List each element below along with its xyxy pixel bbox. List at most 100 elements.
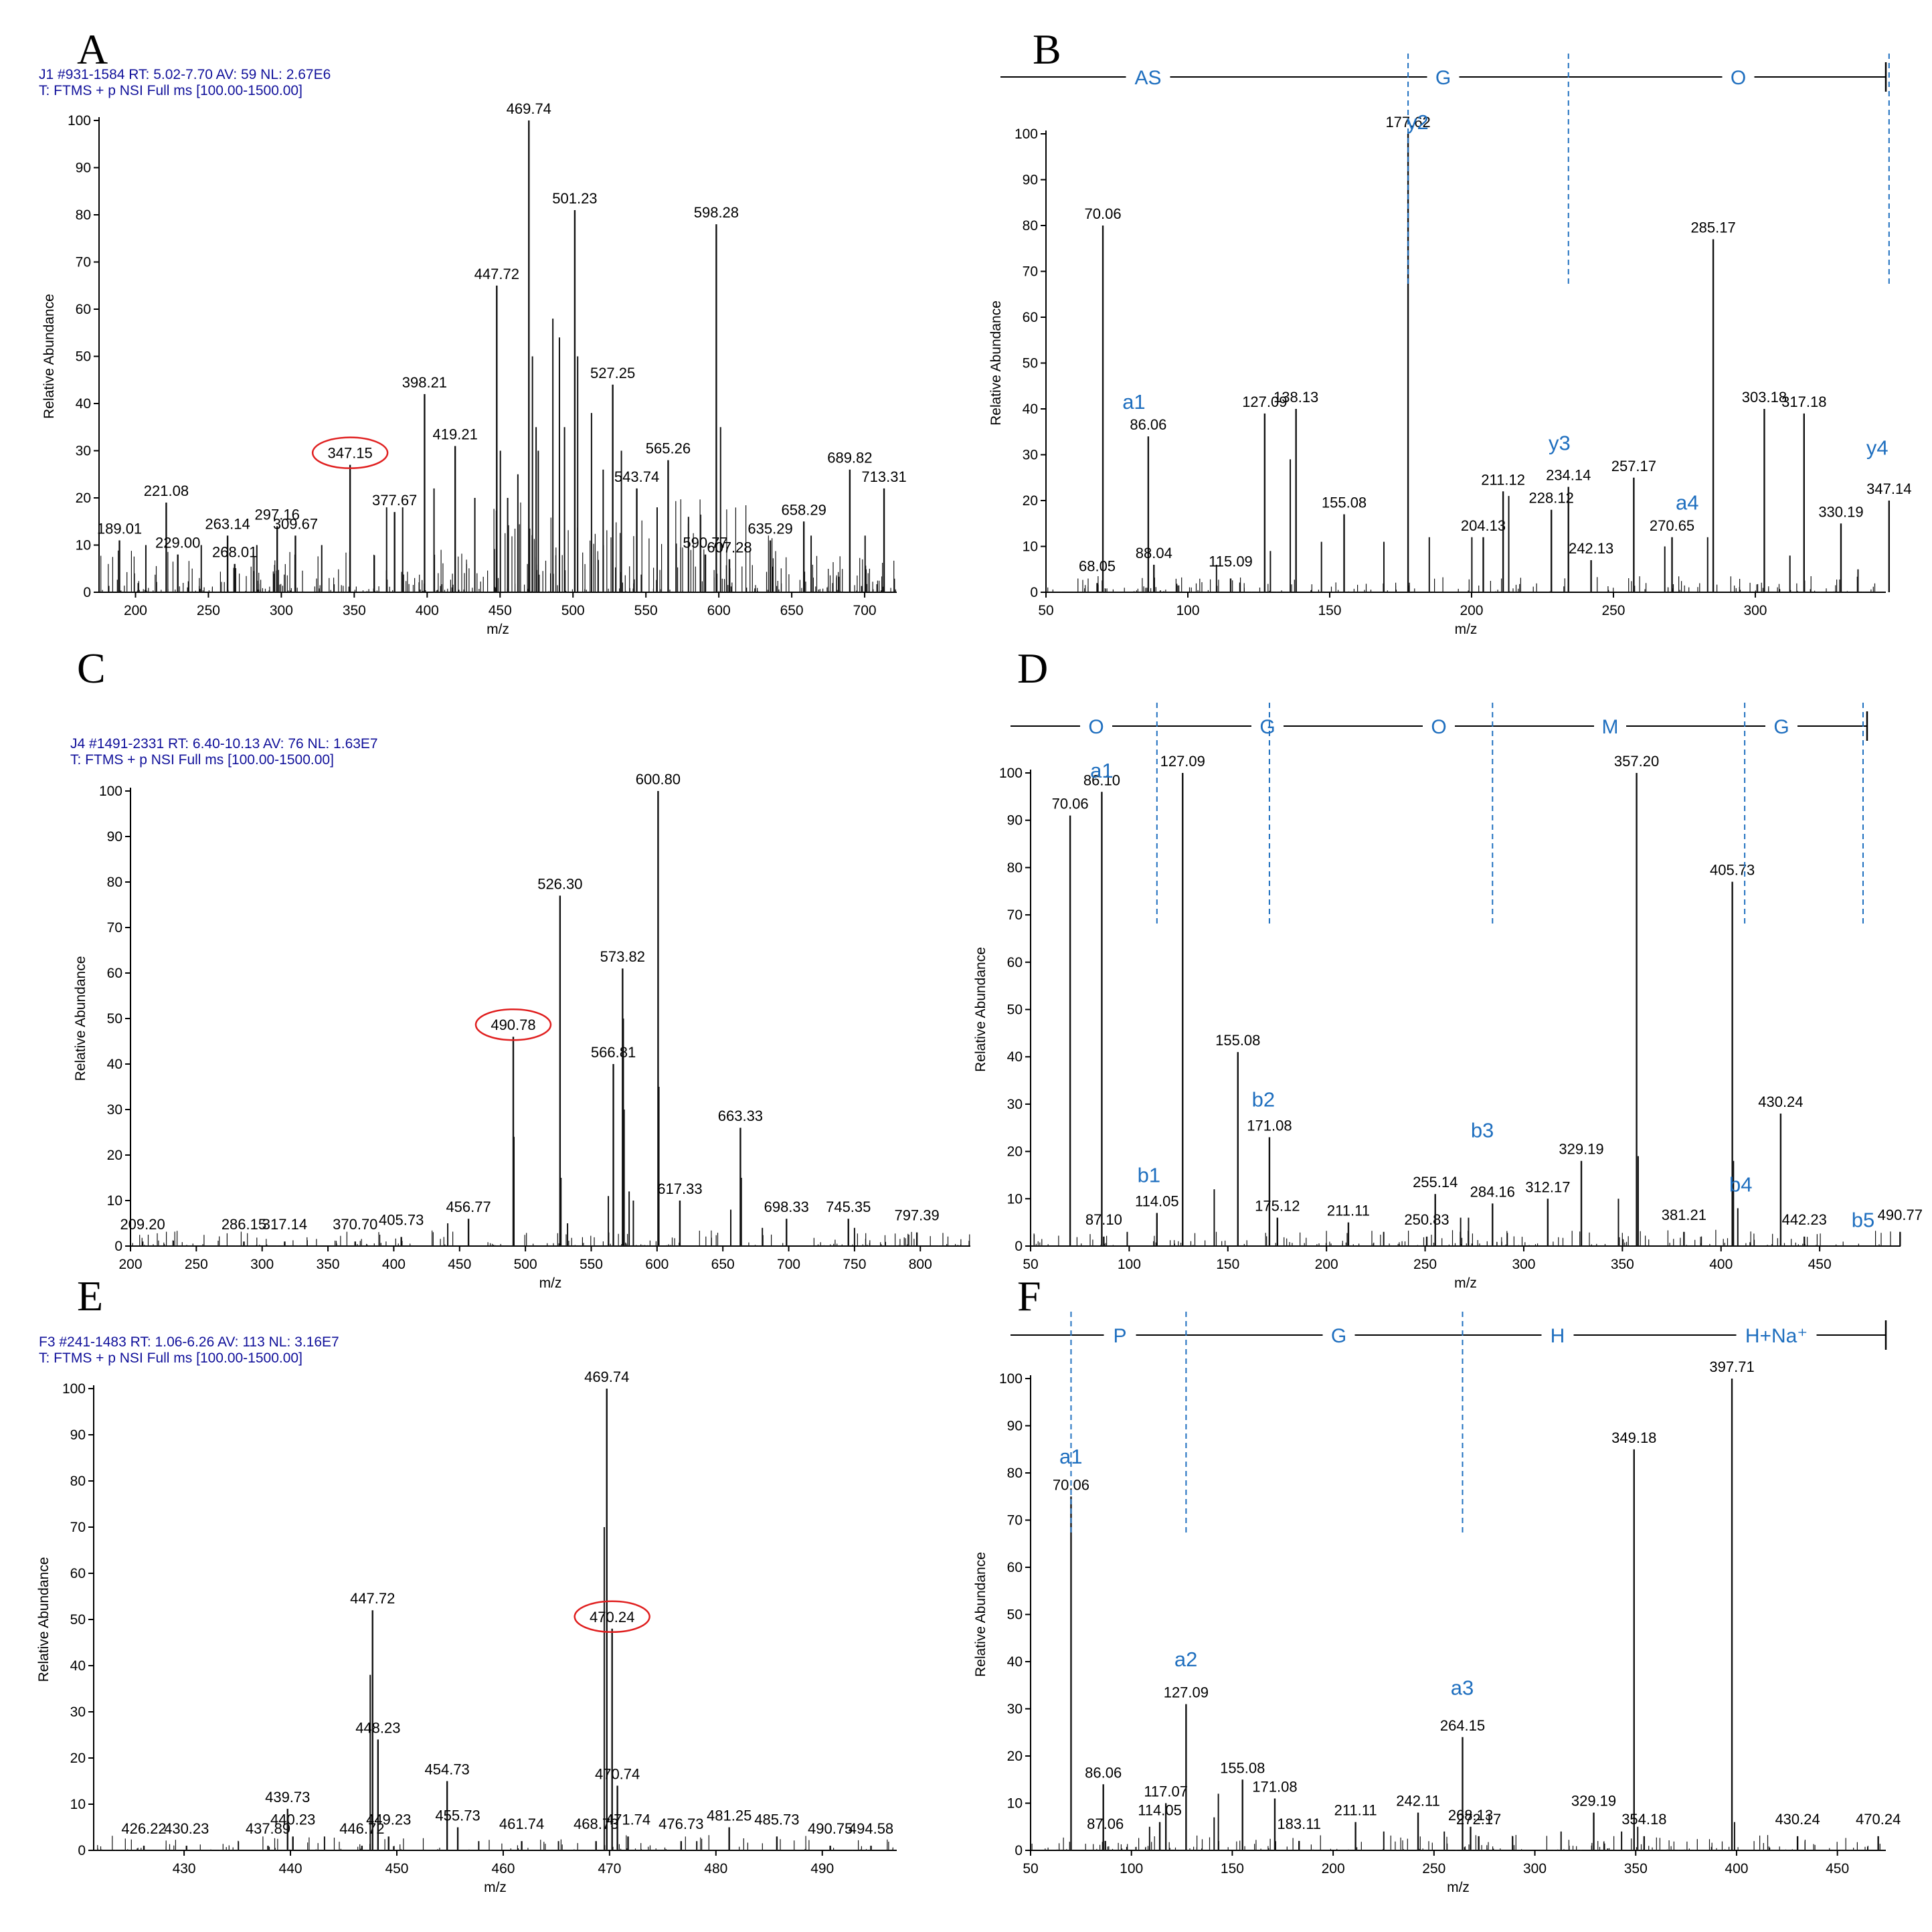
sequence-residue: O: [1431, 716, 1446, 738]
y-tick-label: 60: [1007, 1560, 1023, 1575]
y-tick-label: 30: [1007, 1097, 1023, 1112]
residue-backdrop: [1251, 713, 1284, 739]
residue-backdrop: [1126, 64, 1170, 90]
peak-label: 155.08: [1322, 495, 1367, 511]
x-tick-label: 450: [1808, 1257, 1832, 1272]
residue-backdrop: [1594, 713, 1626, 739]
x-tick-label: 200: [124, 603, 147, 618]
peak-label: 442.23: [1782, 1211, 1827, 1228]
sequence-residue: G: [1773, 716, 1789, 738]
peak-label: 377.67: [372, 492, 417, 509]
fragment-ion-label: a2: [1174, 1648, 1197, 1671]
peak-label: 663.33: [718, 1108, 763, 1124]
y-tick-label: 50: [1007, 1002, 1023, 1018]
panel-letter: D: [1017, 644, 1048, 692]
x-tick-label: 250: [197, 603, 220, 618]
peak-label: 329.19: [1559, 1141, 1603, 1158]
peak-label: 330.19: [1818, 503, 1863, 520]
x-tick-label: 150: [1216, 1257, 1239, 1272]
y-tick-label: 60: [107, 966, 122, 981]
peak-label: 354.18: [1621, 1811, 1666, 1828]
residue-backdrop: [1080, 713, 1112, 739]
sequence-residue: G: [1331, 1325, 1346, 1347]
sequence-residue: P: [1113, 1325, 1126, 1347]
sequence-residue: M: [1602, 716, 1619, 738]
peak-label: 471.74: [606, 1811, 650, 1828]
y-tick-label: 80: [1023, 218, 1038, 234]
peak-label: 221.08: [144, 482, 189, 499]
y-tick-label: 60: [1007, 955, 1023, 970]
x-tick-label: 450: [385, 1861, 408, 1876]
y-tick-label: 10: [70, 1797, 86, 1812]
y-axis-label: Relative Abundance: [73, 956, 88, 1081]
x-tick-label: 460: [491, 1861, 515, 1876]
peak-label: 228.12: [1529, 490, 1574, 507]
x-tick-label: 200: [1322, 1861, 1345, 1876]
peak-label: 86.06: [1130, 416, 1166, 433]
peak-label: 485.73: [754, 1811, 799, 1828]
peak-label: 175.12: [1255, 1198, 1300, 1215]
peak-label: 565.26: [646, 440, 691, 457]
peak-label: 449.23: [366, 1811, 411, 1828]
peak-label: 87.06: [1087, 1816, 1124, 1832]
y-axis-label: Relative Abundance: [36, 1557, 52, 1682]
peak-label: 317.14: [262, 1216, 307, 1233]
peak-label: 317.18: [1781, 393, 1826, 410]
panel-letter: F: [1017, 1272, 1041, 1320]
peak-label: 268.01: [212, 544, 257, 561]
peak-label: 448.23: [355, 1719, 400, 1736]
x-tick-label: 650: [780, 603, 804, 618]
sequence-residue: H+Na⁺: [1745, 1325, 1808, 1347]
panel-b: B 0 10 20 30 40 50 60 70 80 90 100 50 100 150 200 250 300…: [988, 25, 1911, 637]
precursor-highlight-ellipse: [311, 436, 389, 469]
y-tick-label: 40: [1023, 402, 1038, 417]
y-tick-label: 60: [1023, 310, 1038, 325]
peak-label: 745.35: [826, 1199, 871, 1215]
sequence-residue: G: [1435, 67, 1451, 89]
peak-label: 303.18: [1742, 389, 1787, 406]
x-tick-label: 150: [1221, 1861, 1244, 1876]
peak-label: 127.09: [1242, 393, 1287, 410]
x-tick-label: 400: [416, 603, 439, 618]
peak-label: 285.17: [1690, 219, 1735, 236]
x-tick-label: 650: [711, 1257, 735, 1272]
residue-backdrop: [1722, 64, 1755, 90]
fragment-ion-label: y4: [1866, 436, 1889, 460]
x-tick-label: 300: [1523, 1861, 1547, 1876]
y-tick-label: 10: [1023, 539, 1038, 555]
scan-filter: T: FTMS + p NSI Full ms [100.00-1500.00]: [70, 752, 334, 768]
y-tick-label: 100: [99, 784, 122, 799]
y-tick-label: 80: [76, 207, 91, 223]
peak-label: 454.73: [425, 1761, 470, 1778]
peak-label: 264.15: [1440, 1717, 1485, 1734]
scan-header: J1 #931-1584 RT: 5.02-7.70 AV: 59 NL: 2.…: [39, 67, 331, 82]
peak-label: 469.74: [507, 100, 551, 117]
panel-c: C J4 #1491-2331 RT: 6.40-10.13 AV: 76 NL:…: [70, 644, 970, 1291]
peak-label: 658.29: [782, 501, 826, 518]
y-tick-label: 50: [1023, 356, 1038, 371]
y-tick-label: 70: [1007, 1513, 1023, 1528]
peak-label: 381.21: [1662, 1207, 1706, 1223]
y-tick-label: 70: [70, 1520, 86, 1535]
y-tick-label: 90: [1023, 173, 1038, 188]
y-tick-label: 90: [76, 161, 91, 176]
peak-label: 127.09: [1160, 753, 1205, 770]
peak-label: 370.70: [333, 1216, 377, 1233]
residue-backdrop: [1736, 1322, 1817, 1348]
y-tick-label: 100: [999, 1371, 1023, 1387]
scan-filter: T: FTMS + p NSI Full ms [100.00-1500.00]: [39, 1350, 302, 1366]
y-tick-label: 50: [76, 349, 91, 365]
x-tick-label: 500: [514, 1257, 537, 1272]
peak-label: 138.13: [1274, 389, 1318, 406]
peak-label: 490.77: [1878, 1207, 1923, 1223]
peak-label: 284.16: [1470, 1183, 1515, 1200]
peak-label: 713.31: [861, 468, 906, 485]
peak-label: 70.06: [1052, 796, 1089, 812]
peak-label: 600.80: [636, 771, 681, 788]
y-tick-label: 10: [107, 1193, 122, 1209]
panel-a: AJ1 #931-1584 RT: 5.02-7.70 AV: 59 NL: 2…: [39, 25, 907, 637]
x-tick-label: 250: [185, 1257, 208, 1272]
x-axis-label: m/z: [539, 1276, 562, 1291]
peak-label: 405.73: [1710, 862, 1755, 879]
peak-label: 357.20: [1614, 753, 1659, 770]
